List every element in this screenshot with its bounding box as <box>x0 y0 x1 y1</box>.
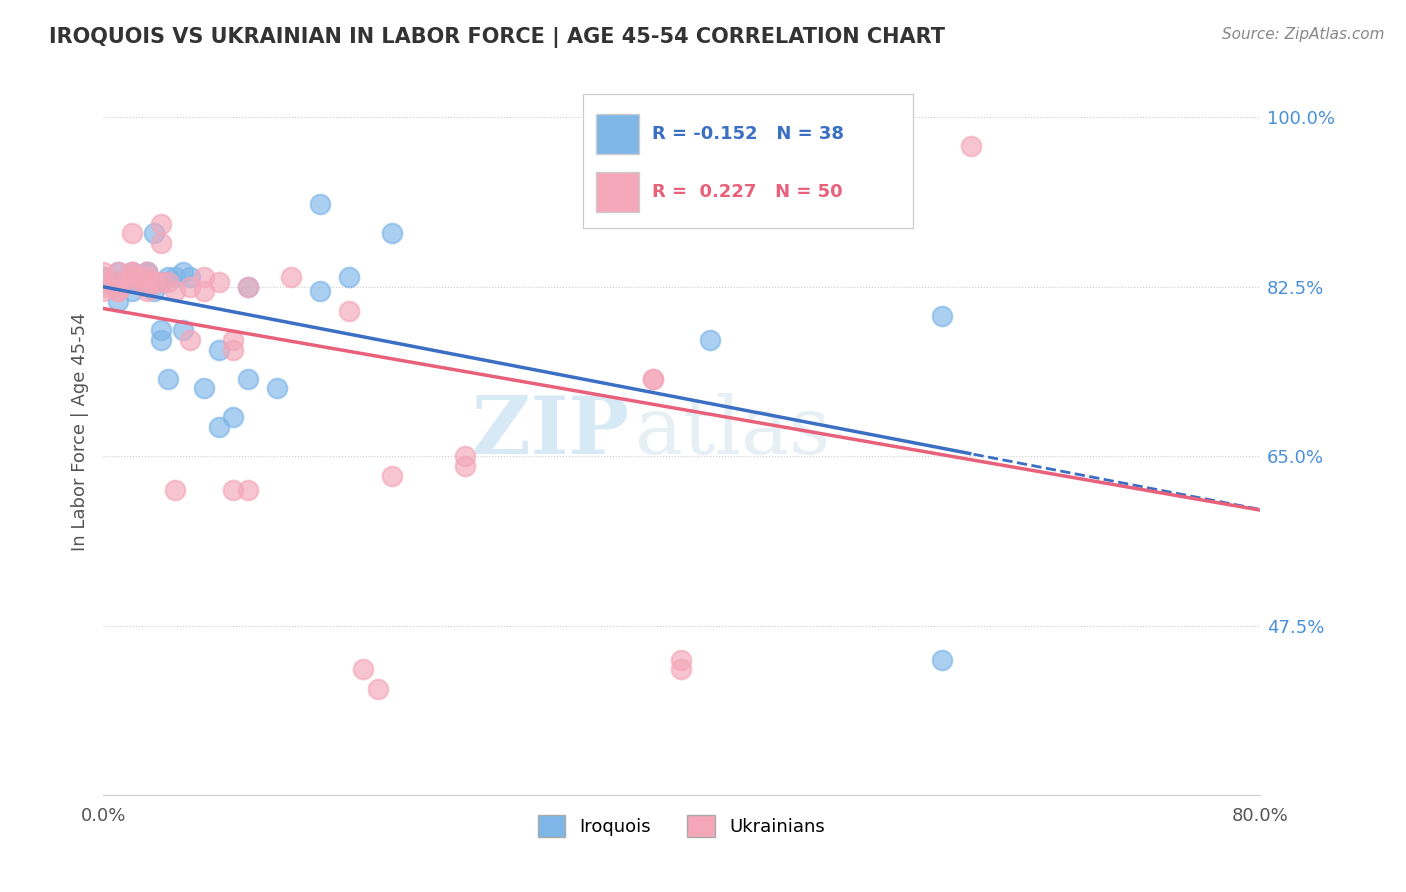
Point <box>91 269 114 284</box>
Text: Source: ZipAtlas.com: Source: ZipAtlas.com <box>1222 27 1385 42</box>
Point <box>222 333 245 347</box>
Point <box>337 303 360 318</box>
Point <box>671 662 693 676</box>
Point <box>959 139 981 153</box>
Point <box>135 265 157 279</box>
Point <box>165 269 187 284</box>
Point <box>121 227 143 241</box>
Point <box>135 285 157 299</box>
Point <box>142 275 165 289</box>
Point <box>453 449 475 463</box>
Point <box>121 265 143 279</box>
Point <box>91 275 114 289</box>
Point <box>107 265 129 279</box>
Point <box>91 285 114 299</box>
Point <box>142 227 165 241</box>
Point <box>931 309 953 323</box>
Point <box>149 275 172 289</box>
Point <box>172 323 194 337</box>
Point <box>222 483 245 497</box>
Point <box>309 285 332 299</box>
Point <box>121 265 143 279</box>
Text: ZIP: ZIP <box>472 393 630 471</box>
Point <box>699 333 721 347</box>
Point <box>193 285 215 299</box>
Point <box>135 279 157 293</box>
Point <box>135 265 157 279</box>
Point <box>309 197 332 211</box>
Point <box>157 269 180 284</box>
Point <box>352 662 374 676</box>
Point <box>91 265 114 279</box>
Point <box>91 279 114 293</box>
Point <box>157 275 180 289</box>
Point <box>641 372 664 386</box>
Text: atlas: atlas <box>636 393 831 471</box>
Point <box>91 269 114 284</box>
Point <box>172 265 194 279</box>
Point <box>236 279 259 293</box>
Point <box>193 381 215 395</box>
Point <box>236 279 259 293</box>
Point <box>121 269 143 284</box>
Point <box>107 275 129 289</box>
Point <box>91 275 114 289</box>
Point <box>149 217 172 231</box>
Point <box>121 275 143 289</box>
Point <box>149 235 172 250</box>
Point <box>222 410 245 425</box>
Point <box>671 653 693 667</box>
Point <box>121 275 143 289</box>
Point <box>367 681 389 696</box>
Point <box>381 468 404 483</box>
Point <box>165 483 187 497</box>
Point <box>208 343 231 357</box>
Point <box>381 227 404 241</box>
Point <box>208 420 231 434</box>
Point <box>135 269 157 284</box>
Point <box>135 275 157 289</box>
Point <box>107 285 129 299</box>
Point <box>641 372 664 386</box>
Point <box>266 381 288 395</box>
Y-axis label: In Labor Force | Age 45-54: In Labor Force | Age 45-54 <box>72 313 89 551</box>
Point <box>121 269 143 284</box>
Point <box>107 279 129 293</box>
Point <box>165 285 187 299</box>
Point <box>121 285 143 299</box>
Text: IROQUOIS VS UKRAINIAN IN LABOR FORCE | AGE 45-54 CORRELATION CHART: IROQUOIS VS UKRAINIAN IN LABOR FORCE | A… <box>49 27 945 48</box>
Point <box>337 269 360 284</box>
Point <box>107 279 129 293</box>
Point <box>222 343 245 357</box>
Point <box>931 653 953 667</box>
Point <box>236 372 259 386</box>
Point <box>135 265 157 279</box>
Point <box>887 129 910 144</box>
Point <box>107 294 129 309</box>
Point <box>280 269 302 284</box>
Point <box>179 269 201 284</box>
Point <box>453 458 475 473</box>
Point <box>121 265 143 279</box>
Point <box>142 285 165 299</box>
Point <box>149 275 172 289</box>
Point <box>149 323 172 337</box>
Point <box>107 275 129 289</box>
Point <box>107 265 129 279</box>
Point <box>107 285 129 299</box>
Point <box>193 269 215 284</box>
Point <box>128 269 150 284</box>
Point <box>179 333 201 347</box>
Point <box>208 275 231 289</box>
Legend: Iroquois, Ukrainians: Iroquois, Ukrainians <box>531 808 832 845</box>
Point <box>236 483 259 497</box>
Point <box>179 279 201 293</box>
Point <box>157 372 180 386</box>
Point <box>149 333 172 347</box>
